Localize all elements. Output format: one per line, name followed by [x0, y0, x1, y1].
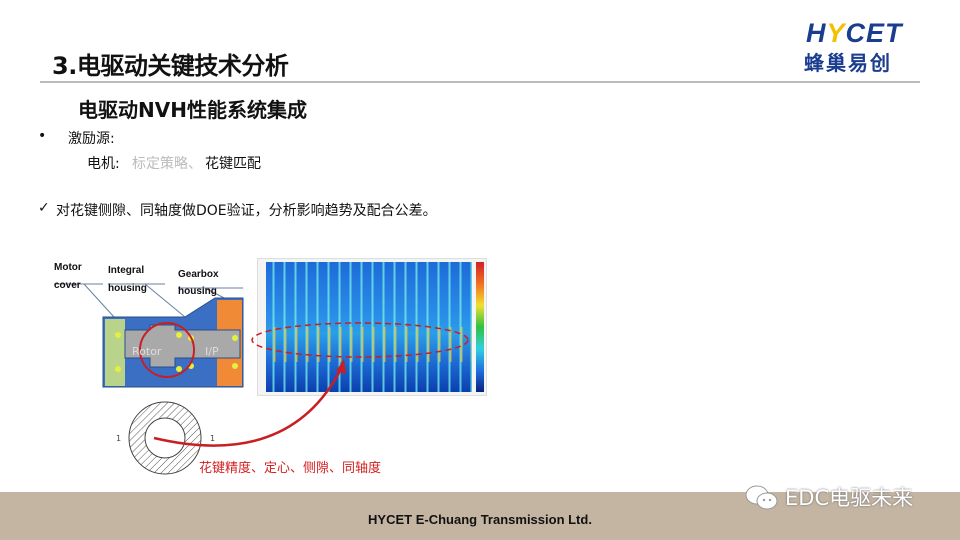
bearing-dot	[115, 366, 121, 372]
callout-arrow	[153, 366, 344, 447]
logo-letter: H	[806, 18, 827, 48]
motor-cover-label: cover	[54, 280, 81, 291]
leader-line	[144, 283, 186, 318]
watermark: EDC电驱未来	[745, 482, 913, 512]
integral-housing-label: Integral	[108, 265, 145, 276]
check-icon: ✓	[38, 200, 50, 216]
color-scale-bar	[476, 262, 484, 392]
arrow-head-icon	[336, 359, 346, 374]
gearbox-housing-label: Gearbox	[178, 269, 219, 280]
spline-bore	[144, 417, 186, 459]
drive-cross-section-diagram: Rotor I/P	[54, 283, 244, 388]
doe-statement: 对花键侧隙、同轴度做DOE验证，分析影响趋势及配合公差。	[56, 203, 437, 219]
footer-band	[0, 492, 960, 540]
bearing-dot	[232, 363, 238, 369]
bearing-dot	[176, 366, 182, 372]
company-name-footer: HYCET E-Chuang Transmission Ltd.	[368, 512, 592, 527]
integral-housing-label: housing	[108, 283, 147, 294]
company-logo: HYCET	[806, 18, 903, 49]
excitation-source-label: 激励源:	[68, 131, 115, 147]
gearbox-housing-label: housing	[178, 286, 217, 297]
logo-letter: CET	[845, 18, 903, 48]
logo-letter: Y	[826, 18, 846, 48]
wechat-icon	[745, 485, 778, 510]
title-divider	[40, 81, 920, 83]
shaft	[124, 324, 241, 368]
section-mark: 1	[210, 434, 215, 443]
spectrogram-hot-band	[266, 327, 472, 362]
spectrogram-image	[257, 258, 487, 396]
spline-matching-text: 花键匹配	[205, 156, 261, 172]
calibration-strategy-text: 标定策略、	[132, 156, 202, 172]
bearing-dot	[115, 332, 121, 338]
bearing-dot	[176, 332, 182, 338]
section-subtitle: 电驱动NVH性能系统集成	[78, 98, 307, 122]
spline-annotation-overlay: 1 1	[116, 322, 469, 475]
dashed-highlight-ellipse	[251, 322, 469, 358]
bearing-dot	[232, 335, 238, 341]
watermark-text: EDC电驱未来	[785, 486, 914, 510]
spline-highlight-circle	[139, 322, 195, 378]
motor-label: 电机:	[87, 156, 120, 172]
company-logo-cn: 蜂巢易创	[804, 51, 892, 75]
page-title: 3.电驱动关键技术分析	[52, 52, 289, 80]
leader-line	[83, 283, 115, 318]
motor-cover-label: Motor	[54, 262, 82, 273]
bullet: •	[38, 128, 47, 144]
section-mark: 1	[116, 434, 121, 443]
rotor-label: Rotor	[132, 345, 162, 358]
spline-factors-caption: 花键精度、定心、侧隙、同轴度	[199, 461, 382, 476]
ip-label: I/P	[205, 345, 219, 358]
